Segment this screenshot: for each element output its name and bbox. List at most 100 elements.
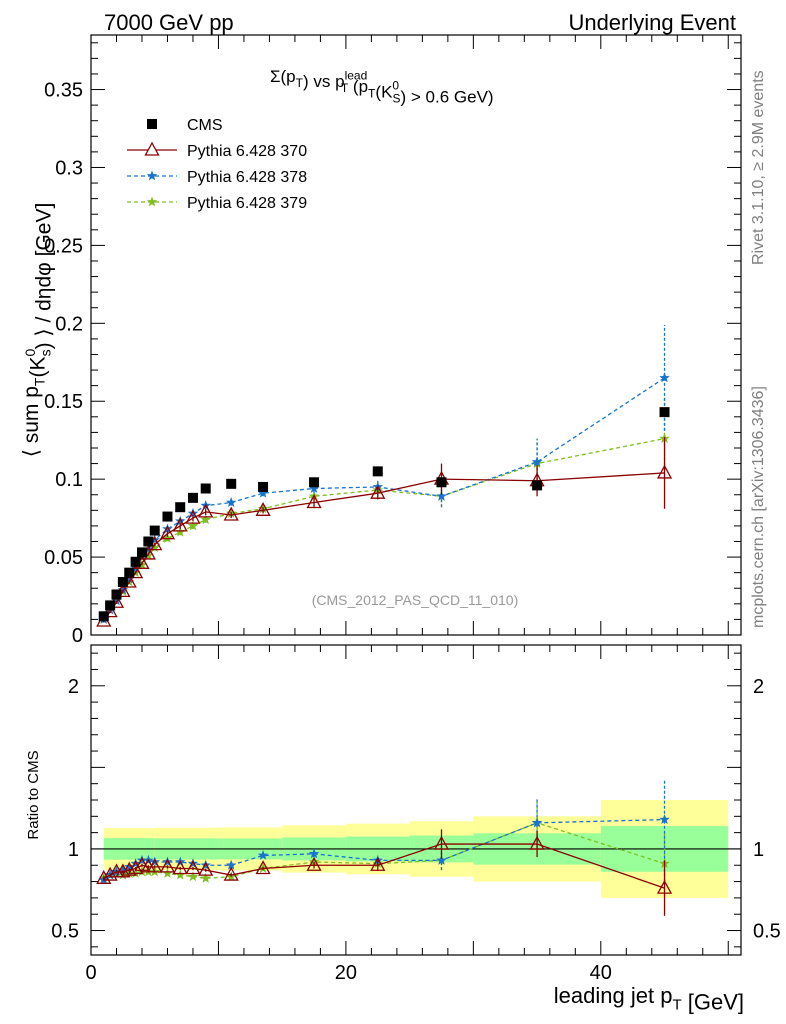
main-ylabel: ⟨ sum pT(K0s) ⟩ / dηdφ [GeV] xyxy=(20,203,56,458)
main-379-point xyxy=(187,520,199,531)
main-378-point xyxy=(175,515,186,526)
ratio-plot-marks xyxy=(91,780,741,916)
main-378-point xyxy=(149,534,160,545)
main-378-point xyxy=(162,523,173,534)
main-370-point xyxy=(306,494,322,509)
ratio-378-point xyxy=(531,817,543,828)
main-370-point xyxy=(656,464,673,479)
ratio-370-line xyxy=(103,843,665,889)
legend: CMS Pythia 6.428 370 Pythia 6.428 378 Pythi… xyxy=(127,117,307,212)
ratio-370-point xyxy=(159,858,176,873)
main-378-point xyxy=(308,483,320,493)
ratio-370-point xyxy=(223,866,239,881)
main-frame xyxy=(90,34,742,636)
legend-label: CMS xyxy=(187,117,223,134)
main-379-point xyxy=(149,542,160,553)
ratio-378-point xyxy=(136,854,148,865)
ratio-ytick-label-right: 2 xyxy=(753,676,764,698)
ratio-370-point xyxy=(96,869,112,884)
main-ytick-label: 0.35 xyxy=(44,80,83,102)
ratio-370-point xyxy=(172,860,188,875)
main-370-point xyxy=(255,501,271,516)
main-cms-point xyxy=(162,511,173,522)
ratio-378-point xyxy=(149,856,160,867)
main-378-point xyxy=(226,497,237,507)
main-370-point xyxy=(185,509,201,524)
ratio-ytick-label: 2 xyxy=(68,676,79,698)
main-ytick-label: 0.2 xyxy=(55,313,83,335)
main-cms-point xyxy=(436,477,447,488)
legend-marker xyxy=(146,170,158,181)
main-cms-point xyxy=(258,481,269,492)
xtick-label: 20 xyxy=(335,962,357,984)
main-ytick-label: 0.25 xyxy=(44,235,83,257)
ratio-370-point xyxy=(147,858,163,873)
ratio-370-point xyxy=(185,860,201,875)
main-378-point xyxy=(531,456,543,467)
main-cms-point xyxy=(149,525,160,536)
ratio-370-point xyxy=(121,861,137,876)
main-cms-point xyxy=(105,600,116,611)
ratio-378-point xyxy=(257,850,269,860)
ratio-ytick-label-right: 0.5 xyxy=(753,921,781,943)
main-378-point xyxy=(436,490,447,501)
main-cms-point xyxy=(187,492,198,503)
ratio-370-point xyxy=(115,863,131,878)
main-378-point xyxy=(187,507,199,518)
main-370-point xyxy=(172,517,188,532)
main-378-point xyxy=(257,487,269,498)
ratio-378-point xyxy=(308,848,320,859)
main-cms-point xyxy=(117,577,128,588)
ratio-370-point xyxy=(102,866,118,881)
header-right: Underlying Event xyxy=(568,10,736,35)
ratio-370-point xyxy=(433,835,450,850)
header-left: 7000 GeV pp xyxy=(104,10,234,35)
ratio-378-point xyxy=(187,858,199,869)
ratio-378-point xyxy=(372,854,383,865)
xtick-label: 0 xyxy=(85,962,96,984)
analysis-tag: (CMS_2012_PAS_QCD_11_010) xyxy=(312,592,519,608)
legend-marker xyxy=(144,141,160,156)
legend-marker xyxy=(147,119,157,129)
legend-marker xyxy=(146,196,158,207)
main-cms-point xyxy=(175,502,186,513)
ratio-370-point xyxy=(656,879,673,894)
main-378-point xyxy=(117,584,129,595)
ratio-379-point xyxy=(175,869,186,880)
main-378-point xyxy=(659,372,670,383)
main-ytick-label: 0 xyxy=(72,625,83,647)
mcplots-label: mcplots.cern.ch [arXiv:1306.3436] xyxy=(750,386,767,628)
main-379-point xyxy=(175,526,186,537)
main-cms-point xyxy=(659,407,670,418)
ratio-378-point xyxy=(436,854,447,865)
ratio-ytick-label: 1 xyxy=(68,839,79,861)
main-378-point xyxy=(124,573,135,584)
main-ytick-label: 0.15 xyxy=(44,391,83,413)
ratio-379-point xyxy=(187,871,199,882)
ratio-370-point xyxy=(198,861,214,876)
main-plot-marks xyxy=(96,324,673,627)
main-379-point xyxy=(162,532,173,543)
ratio-378-point xyxy=(659,814,670,824)
ratio-378-point xyxy=(200,859,211,870)
ratio-370-point xyxy=(128,860,144,875)
main-379-point xyxy=(200,514,211,525)
main-370-point xyxy=(223,506,239,521)
main-370-point xyxy=(159,525,176,540)
main-378-point xyxy=(111,595,122,606)
main-cms-point xyxy=(98,611,109,622)
rivet-label: Rivet 3.1.10, ≥ 2.9M events xyxy=(750,70,767,265)
main-cms-point xyxy=(111,589,122,600)
ratio-370-point xyxy=(134,856,150,871)
main-370-point xyxy=(198,503,214,518)
ratio-379-point xyxy=(162,867,173,878)
ratio-370-point xyxy=(529,835,545,850)
main-cms-point xyxy=(143,536,154,547)
main-370-point xyxy=(370,484,386,499)
ratio-ytick-label-right: 1 xyxy=(753,839,764,861)
main-cms-point xyxy=(309,477,320,488)
main-cms-point xyxy=(372,466,383,477)
main-370-point xyxy=(102,603,118,618)
ratio-378-point xyxy=(226,859,237,870)
main-ytick-label: 0.05 xyxy=(44,547,83,569)
